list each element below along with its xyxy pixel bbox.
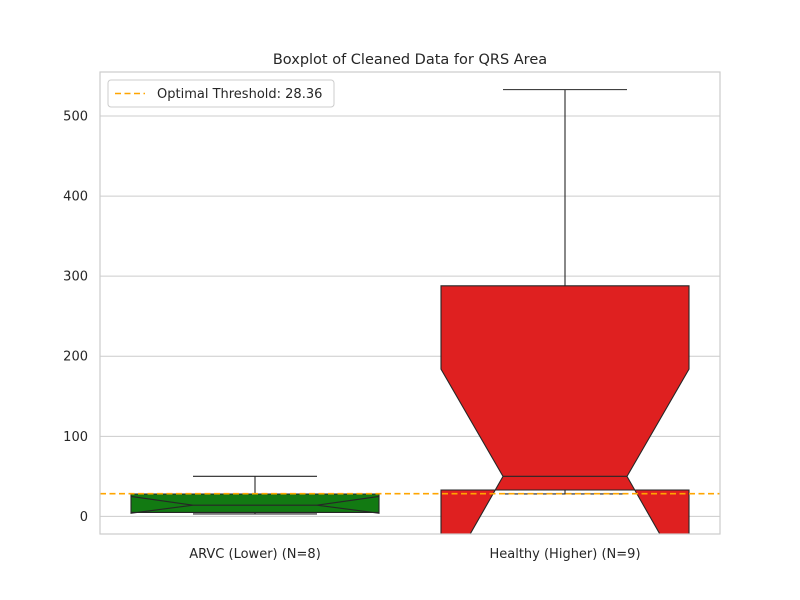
box-group (130, 89, 690, 534)
legend: Optimal Threshold: 28.36 (107, 79, 335, 108)
x-axis-ticks: ARVC (Lower) (N=8) Healthy (Higher) (N=9) (189, 547, 640, 562)
x-tick-label: ARVC (Lower) (N=8) (189, 547, 321, 562)
box-body (440, 285, 690, 534)
y-tick-label: 200 (63, 350, 88, 365)
legend-box (107, 79, 335, 108)
y-tick-label: 0 (80, 510, 88, 525)
chart-title: Boxplot of Cleaned Data for QRS Area (273, 52, 547, 68)
legend-threshold-label: Optimal Threshold: 28.36 (157, 87, 322, 102)
plot-frame (99, 71, 721, 535)
x-tick-label: Healthy (Higher) (N=9) (489, 547, 640, 562)
grid-lines (100, 115, 720, 517)
y-tick-label: 400 (63, 190, 88, 205)
y-tick-label: 500 (63, 110, 88, 125)
y-tick-label: 300 (63, 270, 88, 285)
y-tick-label: 100 (63, 430, 88, 445)
box-body (130, 493, 380, 514)
y-axis-ticks: 0 100 200 300 400 500 (63, 110, 88, 525)
